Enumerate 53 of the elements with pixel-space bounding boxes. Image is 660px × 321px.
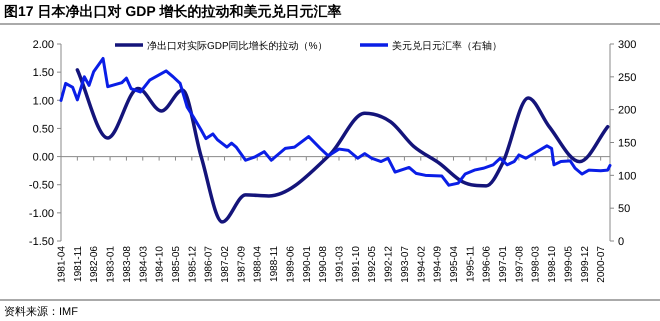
x-tick-label: 1999-12 — [580, 246, 591, 283]
x-tick-label: 1987-09 — [236, 246, 248, 283]
x-tick-label: 1993-07 — [400, 246, 411, 283]
legend-label: 净出口对实际GDP同比增长的拉动（%） — [147, 40, 328, 52]
x-tick-label: 1997-01 — [498, 246, 510, 283]
chart-title: 图17 日本净出口对 GDP 增长的拉动和美元兑日元汇率 — [4, 3, 342, 19]
x-tick-label: 1994-09 — [432, 246, 444, 283]
x-tick-label: 2000-07 — [596, 246, 608, 283]
y-tick-label: -1.50 — [28, 236, 54, 248]
legend-label: 美元兑日元汇率（右轴） — [392, 40, 502, 52]
x-tick-label: 1984-03 — [138, 246, 150, 283]
x-tick-label: 1981-11 — [72, 246, 84, 282]
x-tick-label: 1995-04 — [448, 246, 460, 283]
x-tick-label: 1989-06 — [285, 246, 296, 283]
y-tick-label: -1.00 — [28, 208, 54, 220]
y-tick-label: 0.00 — [32, 152, 54, 164]
y2-tick-label: 300 — [618, 39, 636, 51]
x-tick-label: 1997-08 — [514, 246, 526, 283]
x-tick-label: 1999-05 — [563, 246, 574, 283]
y-tick-label: 0.50 — [32, 123, 54, 136]
y2-tick-label: 50 — [618, 203, 630, 216]
y2-tick-label: 250 — [618, 72, 636, 84]
x-tick-label: 1990-01 — [302, 246, 313, 283]
x-tick-label: 1998-03 — [530, 246, 542, 283]
x-tick-label: 1982-06 — [89, 246, 100, 283]
x-tick-label: 1981-04 — [56, 246, 68, 283]
x-tick-label: 1985-12 — [187, 246, 198, 283]
x-tick-label: 1984-10 — [154, 246, 166, 283]
x-tick-label: 1987-02 — [220, 246, 232, 283]
y-tick-label: 2.00 — [32, 39, 54, 51]
x-tick-label: 1994-02 — [416, 246, 428, 283]
y-tick-label: 1.50 — [32, 67, 54, 80]
x-tick-label: 1985-05 — [170, 246, 182, 283]
x-tick-label: 1992-12 — [384, 246, 395, 283]
x-tick-label: 1991-03 — [334, 246, 346, 283]
y-tick-label: -0.50 — [28, 180, 54, 192]
x-tick-label: 1995-11 — [465, 246, 476, 282]
x-tick-label: 1992-05 — [367, 246, 378, 283]
x-tick-label: 1988-11 — [269, 246, 280, 282]
text: 资料来源：IMF — [4, 305, 78, 318]
y2-tick-label: 150 — [618, 138, 636, 150]
x-tick-label: 1983-08 — [122, 246, 133, 283]
x-tick-label: 1991-10 — [350, 246, 362, 283]
y2-tick-label: 100 — [618, 170, 636, 182]
x-tick-label: 1996-06 — [482, 246, 493, 283]
y2-tick-label: 200 — [618, 104, 636, 117]
x-tick-label: 1986-07 — [204, 246, 215, 283]
x-tick-label: 1998-10 — [547, 246, 558, 283]
x-tick-label: 1983-01 — [106, 246, 117, 283]
y-tick-label: 1.00 — [32, 95, 54, 108]
x-tick-label: 1988-04 — [252, 246, 264, 283]
y2-tick-label: 0 — [618, 236, 624, 248]
x-tick-label: 1990-08 — [318, 246, 330, 283]
